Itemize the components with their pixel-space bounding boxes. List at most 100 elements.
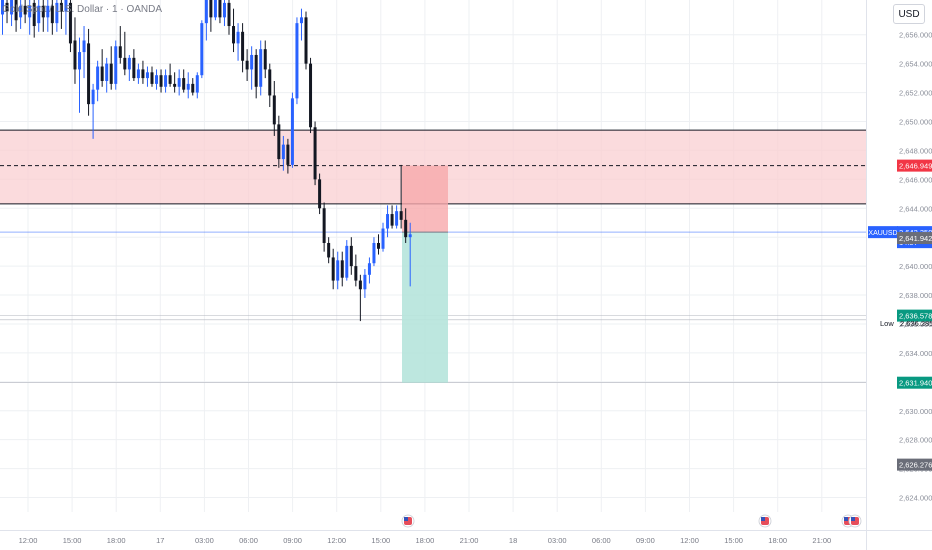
x-tick-label: 09:00 [283, 536, 302, 545]
y-tick-label: 2,630.000 [899, 407, 932, 416]
candle [200, 20, 203, 78]
candle-body [259, 49, 262, 87]
candle-body [160, 75, 163, 87]
y-tick-label: 2,652.000 [899, 89, 932, 98]
us-flag-event-icon[interactable] [402, 515, 414, 527]
candle-body [282, 145, 285, 159]
candle-body [345, 246, 348, 278]
candle-body [155, 75, 158, 84]
candle-body [246, 61, 249, 70]
candle-body [368, 263, 371, 275]
y-tick-label: 2,638.000 [899, 291, 932, 300]
candle-body [241, 32, 244, 61]
y-tick-label: 2,624.000 [899, 494, 932, 503]
y-tick-label: 2,634.000 [899, 349, 932, 358]
candle-body [386, 214, 389, 228]
y-tick-label: 2,654.000 [899, 60, 932, 69]
candle [305, 12, 308, 70]
x-tick-label: 09:00 [636, 536, 655, 545]
candle-body [191, 84, 194, 93]
candle-body [92, 90, 95, 104]
flag-canton [851, 517, 855, 521]
candle-body [268, 69, 271, 95]
position-stop-zone[interactable] [402, 166, 448, 233]
candle-body [314, 127, 317, 179]
x-tick-label: 03:00 [548, 536, 567, 545]
candle [295, 17, 298, 104]
candle [291, 93, 294, 168]
candle-body [150, 72, 153, 84]
position-target-zone[interactable] [402, 232, 448, 383]
candle-body [209, 0, 212, 17]
candle-body [318, 179, 321, 208]
candle-body [323, 208, 326, 243]
candle-body [132, 58, 135, 78]
candle-body [83, 40, 86, 52]
candle-body [123, 58, 126, 70]
x-tick-label: 03:00 [195, 536, 214, 545]
candle-body [395, 211, 398, 225]
candle-body [101, 67, 104, 81]
candle-body [178, 78, 181, 87]
x-tick-label: 15:00 [371, 536, 390, 545]
flag-canton [844, 517, 848, 521]
candle-body [391, 214, 394, 226]
candle-body [182, 78, 185, 90]
candle-body [336, 260, 339, 280]
candle-body [350, 246, 353, 266]
candle-body [341, 260, 344, 277]
y-tick-label: 2,628.000 [899, 436, 932, 445]
candle-body [273, 95, 276, 124]
flag-canton [404, 517, 408, 521]
us-flag-event-icon[interactable] [849, 515, 861, 527]
candle-body [255, 55, 258, 87]
candle-body [382, 229, 385, 249]
candle-body [164, 75, 167, 87]
x-tick-label: 12:00 [19, 536, 38, 545]
candle-body [305, 17, 308, 63]
candle-body [354, 266, 357, 280]
y-tick-label: 2,648.000 [899, 146, 932, 155]
symbol-label: XAUUSD [868, 230, 897, 237]
x-tick-label: 12:00 [327, 536, 346, 545]
x-tick-label: 12:00 [680, 536, 699, 545]
candle-body [146, 72, 149, 78]
candle-body [237, 32, 240, 44]
y-tick-label: 2,644.000 [899, 204, 932, 213]
candle-body [141, 69, 144, 78]
candle-body [78, 52, 81, 69]
candle-body [372, 243, 375, 263]
candle [345, 240, 348, 280]
candle-body [359, 281, 362, 290]
candle-body [218, 0, 221, 17]
candle-body [409, 234, 412, 237]
x-tick-label: 15:00 [63, 536, 82, 545]
candle-body [404, 220, 407, 237]
x-tick-label: 06:00 [239, 536, 258, 545]
y-tick-label: 2,646.000 [899, 175, 932, 184]
candle-body [173, 84, 176, 87]
candle-body [232, 26, 235, 43]
sell-price-value: 2,646.949 [899, 162, 932, 171]
currency-button[interactable]: USD [893, 4, 925, 24]
candle [309, 58, 312, 133]
candle-body [200, 23, 203, 75]
grey-price-value: 2,626.276 [899, 461, 932, 470]
x-tick-label: 15:00 [724, 536, 743, 545]
candle-body [300, 17, 303, 23]
candle-body [105, 64, 108, 81]
candle-body [327, 243, 330, 257]
x-tick-label: 21:00 [812, 536, 831, 545]
candle-body [119, 46, 122, 58]
grey-price-value: 2,641.942 [899, 234, 932, 243]
candle-body [73, 40, 76, 69]
us-flag-event-icon[interactable] [759, 515, 771, 527]
candle-body [400, 211, 403, 220]
candle-body [363, 275, 366, 289]
candle-body [291, 98, 294, 165]
flag-canton [761, 517, 765, 521]
candle-body [250, 55, 253, 69]
candle-body [196, 75, 199, 92]
